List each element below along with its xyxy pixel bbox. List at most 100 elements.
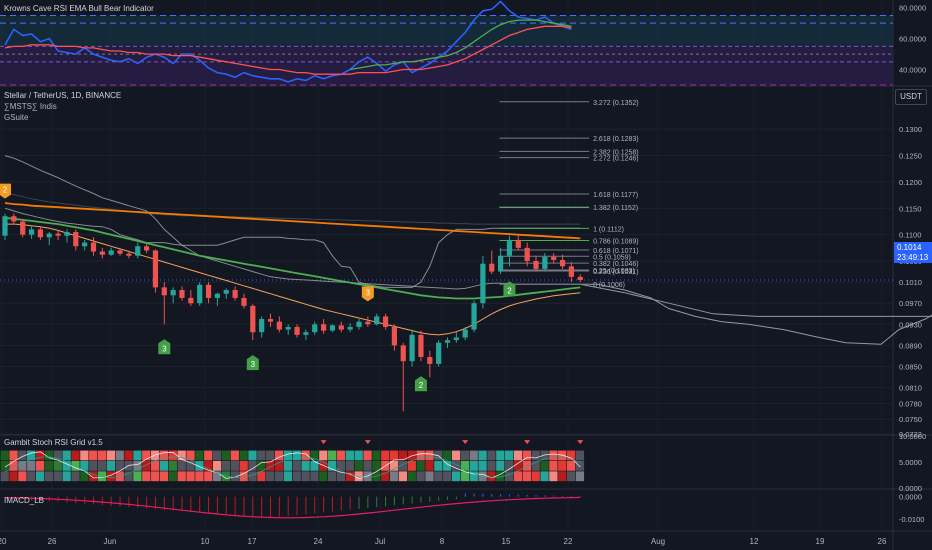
fib-level-label: 0 (0.1006) [593,282,625,289]
envelope-line [4,192,581,225]
stoch-grid-cell [115,450,124,461]
price-pane[interactable]: 3.272 (0.1352) 2.618 (0.1283) 2.382 (0.125… [0,100,932,412]
stoch-grid-cell [540,471,549,482]
stoch-grid-cell [133,460,142,471]
stoch-grid-cell [398,460,408,471]
stoch-grid-cell [159,460,169,471]
stoch-grid-cell [372,460,381,471]
stoch-grid-cell [62,460,71,471]
stoch-grid-cell [487,471,496,482]
stoch-sell-arrow [320,440,327,445]
stoch-grid-cell [212,471,222,482]
stoch-grid-cell [274,460,284,471]
stoch-grid-cell [540,460,549,471]
stoch-grid-cell [44,460,54,471]
symbol-title[interactable]: Stellar / TetherUS, 1D, BINANCE [4,91,122,100]
stoch-grid-cell [159,450,169,461]
candle-body [90,242,97,252]
stoch-grid-cell [18,471,27,482]
stoch-grid-cell [239,450,248,461]
stoch-grid-cell [425,460,434,471]
candle-body [241,297,247,306]
stoch-grid-cell [566,460,576,471]
envelope-line [4,207,581,288]
stoch-grid-cell [416,460,425,471]
rsi-indicator-title[interactable]: Krowns Cave RSI EMA Bull Bear Indicator [4,4,154,13]
macd-y-tick-label: 0.0000 [899,493,922,502]
stoch-grid-cell [425,471,434,482]
stoch-grid-cell [71,471,80,482]
signal-label: 2 [507,286,512,295]
candle-body [188,297,194,304]
candle-body [64,232,70,236]
stoch-line [4,451,581,480]
stoch-grid-cell [566,471,576,482]
stoch-grid-cell [328,471,337,482]
stoch-grid-cell [354,471,363,482]
stoch-grid-cell [9,460,18,471]
stoch-grid-cell [27,460,36,471]
stoch-grid-title[interactable]: Gambit Stoch RSI Grid v1.5 [4,438,103,447]
currency-button[interactable]: USDT [895,89,927,105]
candle-body [568,266,574,277]
stoch-grid-cell [195,460,204,471]
time-tick-label: 10 [201,537,210,546]
stoch-grid-cell [363,450,372,461]
time-axis[interactable]: 20 26 Jun 10 17 24 Jul 8 15 22 Aug 12 19 26 [0,537,887,546]
candle-body [506,239,513,256]
indicator-msts-label[interactable]: ∑MSTS∑ Indis [4,102,57,111]
candle-body [489,263,495,272]
stoch-grid-cell [487,450,496,461]
stoch-grid-cell [221,460,231,471]
stoch-grid-cell [513,450,523,461]
fib-level-label: 2.618 (0.1283) [593,136,639,143]
price-y-tick-label: 0.0850 [899,362,922,371]
candle-body [303,332,309,335]
stoch-grid-cell [354,450,363,461]
stoch-grid-cell [451,450,461,461]
price-y-tick-label: 0.1200 [899,178,922,187]
rsi-pane[interactable] [0,0,893,86]
stoch-grid-pane[interactable] [0,440,585,482]
fib-level-label: 2.382 (0.1258) [593,149,639,156]
indicator-gsuite-label[interactable]: GSuite [4,113,29,122]
candle-body [480,263,486,304]
candle-body [20,221,26,235]
candle-body [338,325,344,330]
stoch-grid-cell [443,450,452,461]
stoch-grid-cell [53,460,62,471]
candle-body [418,334,424,358]
stoch-grid-cell [151,471,160,482]
macd-title[interactable]: IMACD_LB [4,496,45,505]
candle-body [55,233,61,236]
stoch-grid-cell [0,460,9,471]
stoch-grid-cell [345,450,354,461]
candle-body [276,321,282,330]
signal-label: 3 [366,288,371,297]
stoch-grid-cell [319,460,328,471]
stoch-grid-cell [97,471,107,482]
stoch-grid-cell [62,450,71,461]
stoch-grid-cell [389,450,399,461]
stoch-grid-cell [106,471,116,482]
stoch-grid-cell [398,471,408,482]
stoch-grid-cell [460,460,470,471]
signal-badge [361,286,374,302]
stoch-grid-cell [89,471,98,482]
rsi-series-line [349,19,572,71]
macd-pane[interactable] [4,493,581,519]
time-tick-label: 22 [564,537,573,546]
candle-body [365,321,371,325]
stoch-grid-cell [389,460,399,471]
stoch-grid-cell [283,450,293,461]
price-y-tick-label: 0.0890 [899,341,922,350]
stoch-grid-cell [71,450,80,461]
rsi-y-tick-label: 40.0000 [899,66,926,75]
stoch-grid-cell [124,450,133,461]
stoch-grid-cell [505,450,514,461]
envelope-projection [580,283,932,317]
candle-body [2,216,8,236]
stoch-grid-cell [531,471,540,482]
stoch-grid-cell [230,471,239,482]
